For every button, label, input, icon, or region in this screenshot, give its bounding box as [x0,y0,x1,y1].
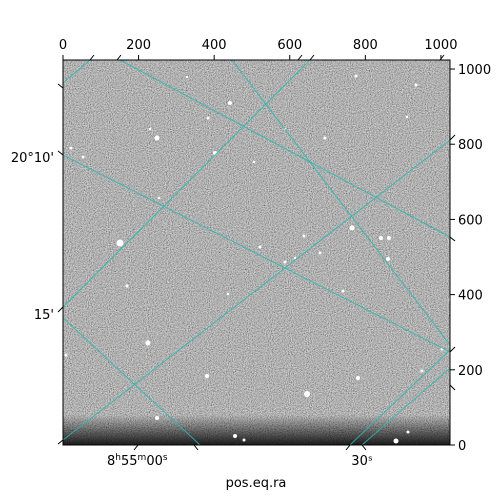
world-tick-0 [57,83,64,89]
world-tick-5 [297,54,303,61]
star-38 [293,256,297,260]
star-5 [206,116,210,120]
star-15 [258,245,262,249]
coordinate-grid [63,60,450,445]
right-tick-label-0: 0 [458,439,466,454]
star-18 [318,251,322,255]
star-9 [386,257,390,261]
star-10 [304,391,310,397]
star-21 [69,146,73,150]
star-4 [228,101,232,105]
world-tick-14 [345,444,351,451]
sky-image [63,60,450,445]
star-16 [283,260,287,264]
star-13 [414,83,418,87]
star-20 [354,74,358,78]
world-tick-4 [116,54,122,61]
star-31 [185,75,189,79]
star-11 [356,376,360,380]
top-tick-label-1: 200 [126,38,151,53]
star-22 [81,155,85,159]
grid-line-2 [63,139,450,441]
world-tick-1 [57,306,64,313]
top-tick-label-2: 400 [202,38,227,53]
star-14 [205,374,209,378]
star-1 [154,135,160,141]
star-24 [155,416,159,420]
right-tick-label-1: 200 [458,364,483,379]
world-tick-12 [133,444,139,451]
top-tick-label-5: 1000 [424,38,457,53]
star-34 [157,196,161,200]
right-tick-label-4: 800 [458,138,483,153]
world-tick-7 [439,54,445,61]
plot-frame [62,59,451,446]
top-tick-label-4: 800 [353,38,378,53]
star-27 [420,369,424,373]
star-39 [148,127,152,131]
world-tick-2 [57,439,64,445]
x-axis-title: pos.eq.ra [226,476,287,491]
star-17 [302,234,306,238]
world-tick-8 [449,134,456,141]
top-tick-label-0: 0 [59,38,67,53]
star-37 [226,292,230,296]
world-tick-11 [449,384,456,391]
grid-line-extra-2 [361,367,450,445]
world-tick-16 [57,150,64,156]
dec-tick-label-1: 15' [34,308,54,323]
star-19 [341,289,345,293]
world-tick-9 [449,236,456,242]
world-tick-13 [193,444,199,451]
world-tick-6 [309,54,315,61]
star-40 [406,430,410,434]
world-tick-15 [361,444,367,451]
world-tick-10 [449,346,456,353]
world-axis-ticks [57,54,456,451]
star-30 [323,136,327,140]
star-2 [145,340,151,346]
star-12 [393,438,399,444]
star-35 [64,353,68,357]
star-26 [242,438,246,442]
world-tick-3 [89,54,95,61]
star-23 [125,284,129,288]
star-33 [252,160,256,164]
star-8 [387,236,391,240]
star-6 [349,225,355,231]
right-tick-label-5: 1000 [458,63,491,78]
right-tick-label-2: 400 [458,289,483,304]
right-tick-label-3: 600 [458,213,483,228]
star-25 [233,434,237,438]
grid-line-0 [63,60,91,84]
star-0 [116,239,124,247]
dec-tick-label-0: 20°10' [11,151,54,166]
ra-tick-label-1: 30ˢ [351,454,373,469]
grid-line-extra-0 [231,60,450,346]
grid-line-4 [63,154,450,353]
grid-line-5 [63,317,201,445]
grid-line-1 [63,60,311,308]
ra-tick-label-0: 8h55m00s [107,453,168,469]
top-tick-label-3: 600 [277,38,302,53]
pixel-axis-ticks: 0 200 400 600 800 1000 0 200 400 600 800 1000 [59,38,491,454]
star-36 [405,115,409,119]
grid-line-3 [119,60,450,238]
star-7 [379,236,383,240]
grid-line-extra-1 [349,349,450,445]
stars [64,74,450,444]
